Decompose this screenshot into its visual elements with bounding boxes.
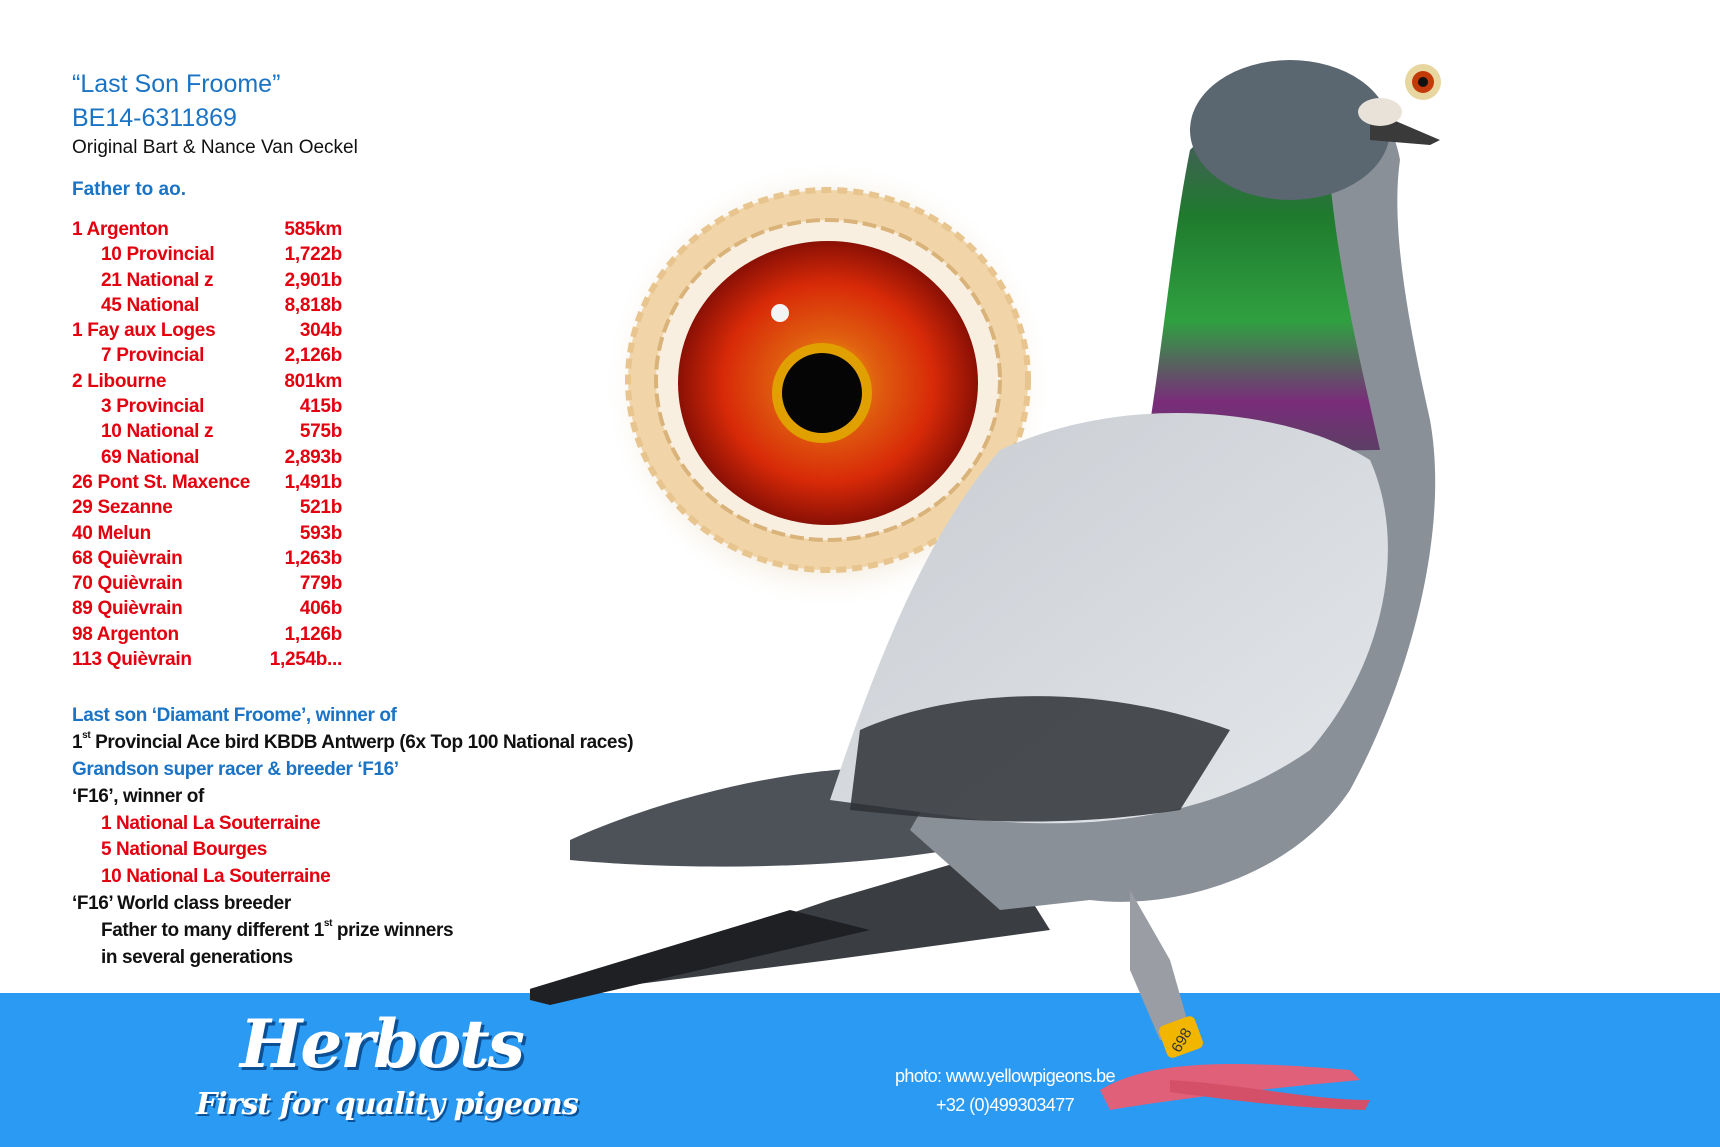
- result-name: 45 National: [101, 294, 200, 316]
- pedigree-line: in several generations: [101, 947, 293, 969]
- phone-number: +32 (0)499303477: [935, 1095, 1075, 1115]
- text: Father to many different 1: [101, 920, 324, 942]
- result-value: 779b: [299, 573, 342, 595]
- result-value: 521b: [299, 497, 342, 519]
- result-name: 98 Argenton: [72, 623, 179, 645]
- result-value: 1,491b: [284, 471, 343, 493]
- result-name: 26 Pont St. Maxence: [72, 471, 251, 493]
- result-row: 3 Provincial 415b: [72, 396, 342, 421]
- result-row: 26 Pont St. Maxence 1,491b: [72, 472, 342, 497]
- result-name: 21 National z: [101, 269, 214, 291]
- result-value: 1,263b: [284, 547, 343, 569]
- pedigree-line: Last son ‘Diamant Froome’, winner of: [72, 705, 397, 726]
- pedigree-line: Father to many different 1st prize winne…: [72, 918, 633, 947]
- result-value: 8,818b: [284, 294, 343, 316]
- result-value: 406b: [299, 598, 342, 620]
- pedigree-line: ‘F16’, winner of: [72, 785, 204, 807]
- result-name: 40 Melun: [72, 522, 151, 544]
- result-value: 2,901b: [284, 269, 343, 291]
- result-value: 585km: [284, 219, 342, 240]
- result-row: 113 Quièvrain 1,254b...: [72, 649, 342, 674]
- text: 1: [72, 731, 83, 753]
- result-name: 10 National z: [101, 421, 214, 443]
- pedigree-line: ‘F16’ World class breeder: [72, 893, 291, 915]
- pedigree-text: Last son ‘Diamant Froome’, winner of 1st…: [72, 705, 634, 974]
- ring-number: BE14-6311869: [72, 104, 237, 132]
- pigeon-details: 698: [530, 64, 1441, 1110]
- result-row: 45 National 8,818b: [72, 295, 342, 320]
- win-item: 10 National La Souterraine: [101, 866, 331, 888]
- herbots-logo: Herbots: [240, 1005, 525, 1083]
- eye-photo: [603, 160, 1053, 610]
- result-name: 29 Sezanne: [72, 497, 173, 519]
- result-row: 2 Libourne 801km: [72, 371, 342, 396]
- result-row: 1 Argenton 585km: [72, 219, 342, 244]
- text: prize winners: [332, 920, 454, 942]
- logo-tagline: First for quality pigeons: [196, 1087, 579, 1122]
- result-name: 1 Fay aux Loges: [72, 320, 216, 342]
- result-name: 70 Quièvrain: [72, 573, 183, 595]
- result-value: 415b: [299, 396, 342, 418]
- result-row: 98 Argenton 1,126b: [72, 624, 342, 649]
- result-value: 2,893b: [284, 446, 343, 468]
- result-row: 70 Quièvrain 779b: [72, 573, 342, 598]
- text: st: [323, 918, 333, 930]
- pigeon-name: “Last Son Froome”: [72, 70, 281, 98]
- result-name: 3 Provincial: [101, 396, 205, 418]
- result-row: 21 National z 2,901b: [72, 270, 342, 295]
- result-value: 2,126b: [284, 345, 343, 367]
- result-value: 1,254b...: [269, 649, 343, 671]
- result-row: 89 Quièvrain 406b: [72, 598, 342, 623]
- result-row: 7 Provincial 2,126b: [72, 345, 342, 370]
- text: st: [82, 729, 91, 741]
- contact-info: photo: www.yellowpigeons.be +32 (0)49930…: [860, 1062, 1150, 1120]
- text: Provincial Ace bird KBDB Antwerp (6x Top…: [90, 731, 634, 753]
- result-value: 304b: [299, 320, 342, 342]
- result-row: 40 Melun 593b: [72, 523, 342, 548]
- result-name: 69 National: [101, 446, 200, 468]
- result-row: 10 National z 575b: [72, 421, 342, 446]
- result-name: 113 Quièvrain: [72, 649, 192, 671]
- result-value: 1,722b: [284, 244, 343, 266]
- pedigree-line: Grandson super racer & breeder ‘F16’: [72, 758, 399, 780]
- result-value: 593b: [299, 522, 342, 544]
- result-row: 29 Sezanne 521b: [72, 497, 342, 522]
- result-name: 7 Provincial: [101, 345, 205, 367]
- result-name: 68 Quièvrain: [72, 547, 183, 569]
- result-value: 1,126b: [284, 623, 343, 645]
- result-name: 2 Libourne: [72, 370, 167, 392]
- photo-credit: photo: www.yellowpigeons.be: [895, 1066, 1116, 1086]
- father-heading: Father to ao.: [72, 179, 187, 200]
- result-row: 10 Provincial 1,722b: [72, 244, 342, 269]
- results-list: 1 Argenton 585km 10 Provincial 1,722b 21 Nat…: [72, 219, 342, 674]
- result-row: 68 Quièvrain 1,263b: [72, 548, 342, 573]
- result-row: 69 National 2,893b: [72, 447, 342, 472]
- origin: Original Bart & Nance Van Oeckel: [72, 137, 358, 158]
- result-name: 10 Provincial: [101, 244, 215, 266]
- result-value: 575b: [299, 421, 342, 443]
- win-item: 1 National La Souterraine: [101, 812, 321, 834]
- result-value: 801km: [284, 370, 342, 392]
- result-row: 1 Fay aux Loges 304b: [72, 320, 342, 345]
- win-item: 5 National Bourges: [101, 839, 267, 861]
- result-name: 89 Quièvrain: [72, 598, 183, 620]
- pedigree-line: 1st Provincial Ace bird KBDB Antwerp (6x…: [72, 729, 634, 759]
- footer-banner: [0, 993, 1720, 1147]
- result-name: 1 Argenton: [72, 219, 169, 240]
